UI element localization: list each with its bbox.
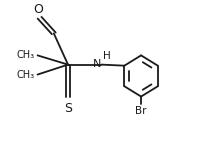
Text: S: S	[64, 102, 72, 115]
Text: CH₃: CH₃	[17, 70, 35, 80]
Text: H: H	[102, 52, 110, 61]
Text: Br: Br	[135, 106, 146, 115]
Text: O: O	[33, 3, 43, 16]
Text: N: N	[92, 59, 101, 69]
Text: CH₃: CH₃	[17, 50, 35, 60]
